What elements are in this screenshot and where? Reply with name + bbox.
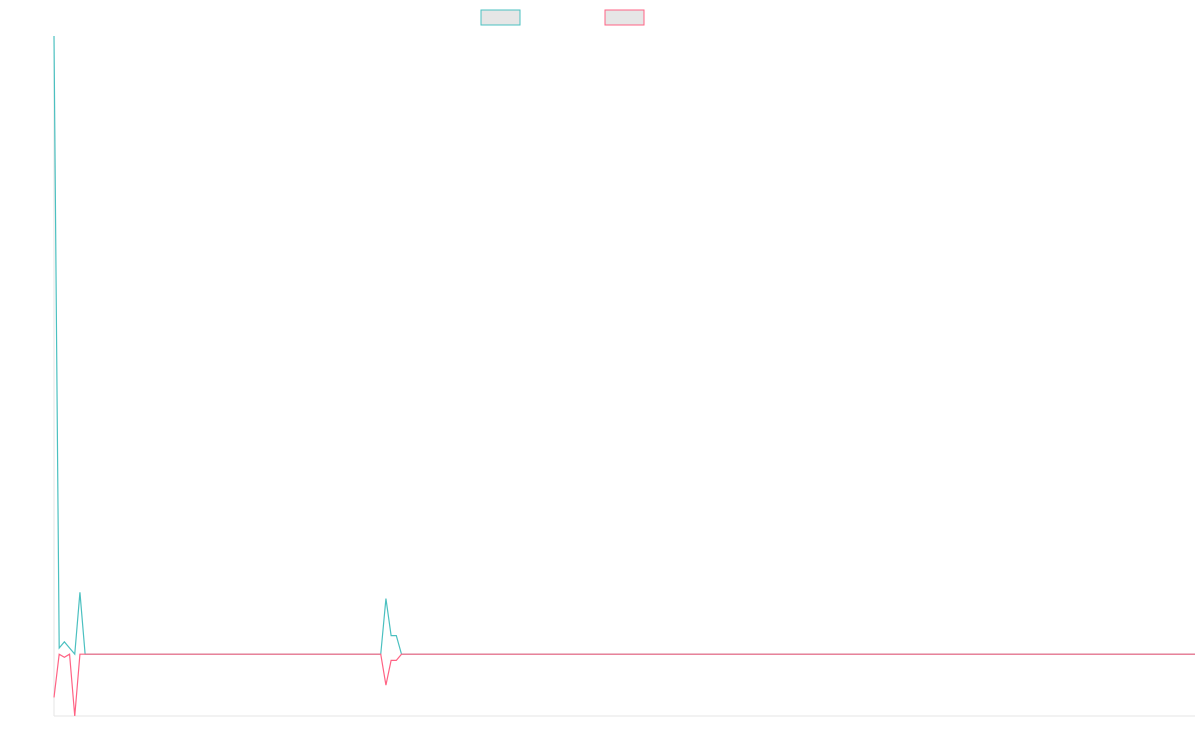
series-line-1	[53, 35, 1195, 656]
legend-swatch-2	[604, 9, 645, 26]
series-lines	[53, 35, 1195, 717]
legend-swatch-1	[480, 9, 521, 26]
axes	[53, 36, 1195, 717]
series-line-2	[53, 653, 1195, 717]
legend	[480, 9, 645, 26]
